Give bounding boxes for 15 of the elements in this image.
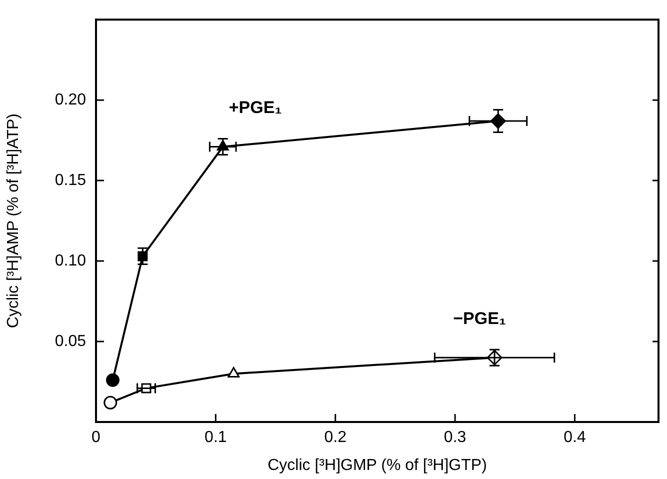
x-tick-label: 0.3 — [444, 429, 466, 446]
y-axis-title: Cyclic [³H]AMP (% of [³H]ATP) — [5, 114, 22, 328]
x-tick-label: 0.1 — [204, 429, 227, 446]
series-label: +PGE₁ — [228, 98, 282, 117]
point — [106, 373, 120, 387]
x-tick-label: 0.4 — [564, 429, 586, 446]
x-tick-label: 0 — [92, 429, 101, 446]
series-label: −PGE₁ — [453, 308, 506, 328]
y-tick-label: 0.10 — [54, 252, 86, 270]
y-tick-label: 0.05 — [54, 332, 86, 350]
y-tick-label: 0.15 — [54, 172, 86, 189]
x-axis-title: Cyclic [³H]GMP (% of [³H]GTP) — [268, 456, 487, 474]
y-tick-label: 0.20 — [54, 91, 86, 108]
point — [104, 396, 118, 410]
x-tick-label: 0.2 — [324, 429, 347, 446]
